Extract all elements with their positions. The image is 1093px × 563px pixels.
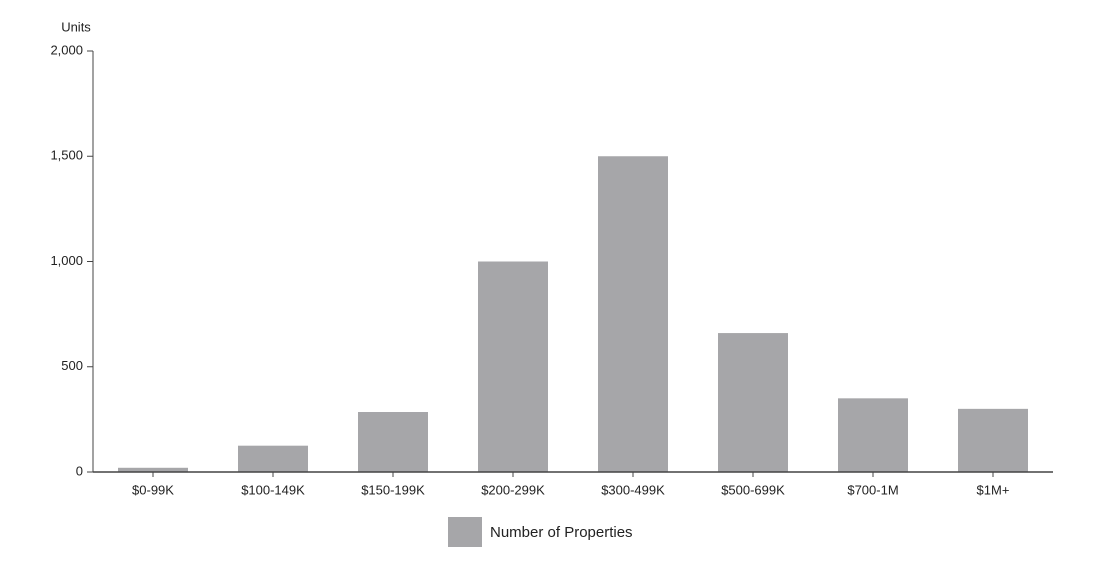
x-tick-label: $150-199K bbox=[361, 482, 425, 497]
x-tick-label: $300-499K bbox=[601, 482, 665, 497]
x-tick-label: $500-699K bbox=[721, 482, 785, 497]
x-tick-label: $200-299K bbox=[481, 482, 545, 497]
bar bbox=[598, 156, 668, 472]
y-tick-label: 0 bbox=[76, 463, 83, 478]
legend-label: Number of Properties bbox=[490, 524, 633, 541]
y-tick-label: 2,000 bbox=[50, 42, 83, 57]
y-tick-label: 500 bbox=[61, 358, 83, 373]
x-tick-label: $100-149K bbox=[241, 482, 305, 497]
y-tick-label: 1,000 bbox=[50, 253, 83, 268]
bar bbox=[358, 412, 428, 472]
legend-swatch bbox=[448, 517, 482, 547]
x-tick-label: $700-1M bbox=[847, 482, 898, 497]
bar bbox=[838, 398, 908, 472]
bar bbox=[958, 408, 1028, 472]
y-axis-label: Units bbox=[61, 19, 91, 34]
x-tick-label: $0-99K bbox=[132, 482, 174, 497]
bar bbox=[238, 445, 308, 472]
bar bbox=[118, 467, 188, 472]
y-tick-label: 1,500 bbox=[50, 148, 83, 163]
bar bbox=[718, 333, 788, 472]
bar bbox=[478, 261, 548, 472]
x-tick-label: $1M+ bbox=[977, 482, 1010, 497]
